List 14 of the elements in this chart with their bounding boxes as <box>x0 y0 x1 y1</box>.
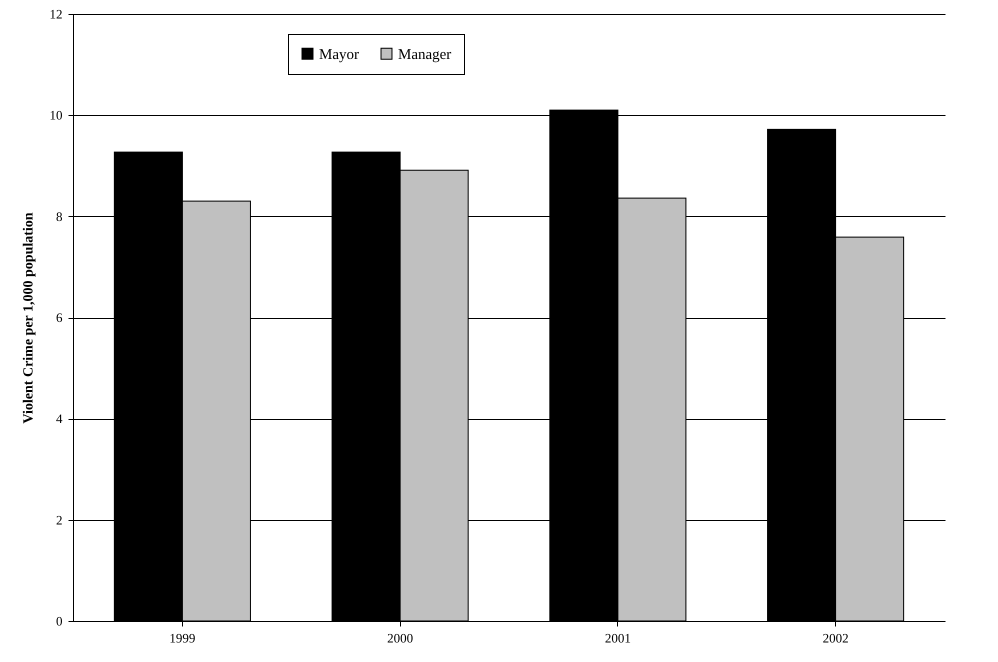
x-tick-label: 2000 <box>387 630 414 646</box>
y-tick-label: 4 <box>56 411 63 426</box>
y-tick-label: 0 <box>56 614 62 628</box>
y-tick-label: 10 <box>50 108 62 123</box>
x-tick-label: 2001 <box>604 630 631 646</box>
x-tick-label: 1999 <box>169 630 196 646</box>
y-tick-label: 2 <box>56 512 62 528</box>
y-axis-title: Violent Crime per 1,000 population <box>22 212 36 424</box>
y-tick-label: 12 <box>50 6 62 22</box>
y-tick-label: 8 <box>56 208 62 224</box>
x-tick-label: 2002 <box>822 630 849 646</box>
legend-label: Mayor <box>319 46 359 63</box>
y-tick-label: 6 <box>56 310 63 325</box>
legend-label: Manager <box>398 46 452 63</box>
